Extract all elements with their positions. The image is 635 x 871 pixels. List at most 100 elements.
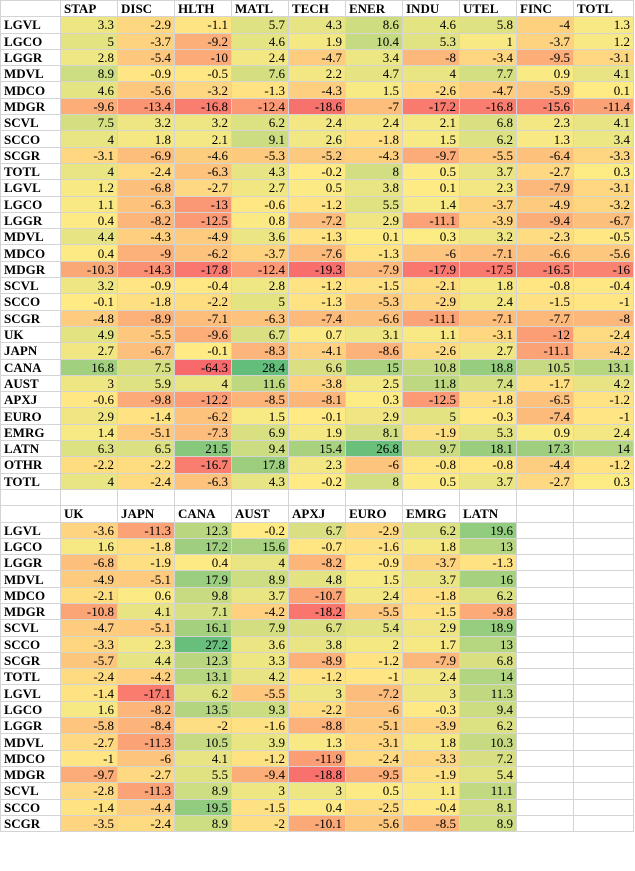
data-cell[interactable]: -9.8 [459, 602, 517, 621]
data-cell[interactable]: -11.3 [117, 782, 175, 800]
data-cell[interactable]: 14 [573, 440, 634, 458]
data-cell[interactable]: -7.9 [402, 651, 460, 670]
data-cell[interactable]: -7.2 [345, 684, 403, 702]
data-cell[interactable]: 11.3 [459, 684, 517, 702]
data-cell[interactable]: -1 [60, 749, 118, 767]
data-cell[interactable]: -0.3 [459, 407, 517, 425]
data-cell[interactable]: 4.7 [345, 65, 403, 83]
data-cell[interactable]: -3.9 [402, 717, 460, 735]
empty-cell[interactable] [573, 749, 634, 767]
data-cell[interactable]: -7.1 [459, 244, 517, 262]
data-cell[interactable]: -2.5 [345, 798, 403, 816]
data-cell[interactable]: 1 [459, 32, 517, 50]
data-cell[interactable]: 27.2 [174, 635, 232, 653]
column-header-latn[interactable]: LATN [459, 505, 517, 523]
data-cell[interactable]: -4.7 [288, 48, 346, 67]
data-cell[interactable]: -4 [516, 16, 574, 34]
data-cell[interactable]: 2.4 [288, 114, 346, 132]
row-header-aust[interactable]: AUST [0, 374, 61, 393]
data-cell[interactable]: -6.9 [117, 146, 175, 164]
data-cell[interactable]: 12.3 [174, 651, 232, 670]
data-cell[interactable]: 0.1 [573, 81, 634, 99]
data-cell[interactable]: -7.9 [516, 179, 574, 197]
data-cell[interactable]: -8.1 [288, 391, 346, 409]
row-header-lgco[interactable]: LGCO [0, 195, 61, 213]
empty-cell[interactable] [573, 700, 634, 719]
data-cell[interactable]: -2.4 [117, 814, 175, 833]
data-cell[interactable]: -9.4 [231, 765, 289, 784]
data-cell[interactable]: 8 [345, 162, 403, 181]
data-cell[interactable]: 3.2 [117, 114, 175, 132]
row-header-scgr[interactable]: SCGR [0, 651, 61, 670]
data-cell[interactable]: 4.4 [117, 651, 175, 670]
data-cell[interactable]: -3.1 [345, 733, 403, 751]
data-cell[interactable]: -8.4 [117, 717, 175, 735]
data-cell[interactable]: -6.3 [174, 162, 232, 181]
data-cell[interactable]: 1.8 [117, 130, 175, 148]
empty-cell[interactable] [573, 554, 634, 572]
data-cell[interactable]: 2.4 [573, 423, 634, 442]
data-cell[interactable]: -3.8 [288, 374, 346, 393]
data-cell[interactable]: -13 [174, 195, 232, 213]
data-cell[interactable]: -7.9 [345, 260, 403, 279]
data-cell[interactable]: 19.6 [459, 521, 517, 539]
empty-cell[interactable] [573, 782, 634, 800]
data-cell[interactable]: 4.1 [573, 114, 634, 132]
empty-cell[interactable] [345, 488, 403, 507]
data-cell[interactable]: 19.5 [174, 798, 232, 816]
data-cell[interactable]: 3.6 [231, 228, 289, 246]
data-cell[interactable]: -4.7 [60, 619, 118, 637]
data-cell[interactable]: -1.6 [345, 537, 403, 556]
data-cell[interactable]: 2.2 [288, 65, 346, 83]
data-cell[interactable]: 4 [60, 162, 118, 181]
data-cell[interactable]: 2.4 [231, 48, 289, 67]
row-header-scvl[interactable]: SCVL [0, 114, 61, 132]
data-cell[interactable]: 4.6 [231, 32, 289, 50]
data-cell[interactable]: 2.3 [459, 179, 517, 197]
empty-cell[interactable] [516, 733, 574, 751]
data-cell[interactable]: -6 [117, 749, 175, 767]
data-cell[interactable]: -9 [117, 244, 175, 262]
data-cell[interactable]: -0.4 [174, 277, 232, 295]
data-cell[interactable]: -1.4 [60, 798, 118, 816]
data-cell[interactable]: -2.7 [60, 733, 118, 751]
data-cell[interactable]: 1.9 [288, 32, 346, 50]
data-cell[interactable]: 0.9 [516, 423, 574, 442]
data-cell[interactable]: -7.3 [174, 423, 232, 442]
data-cell[interactable]: -2.4 [573, 325, 634, 344]
data-cell[interactable]: -4.4 [117, 798, 175, 816]
data-cell[interactable]: 16.1 [174, 619, 232, 637]
data-cell[interactable]: -3.2 [573, 195, 634, 213]
data-cell[interactable]: -1.7 [516, 374, 574, 393]
data-cell[interactable]: -1.2 [345, 651, 403, 670]
data-cell[interactable]: 4.6 [60, 81, 118, 99]
data-cell[interactable]: 3.7 [459, 162, 517, 181]
data-cell[interactable]: 4 [174, 374, 232, 393]
data-cell[interactable]: 7.6 [231, 65, 289, 83]
data-cell[interactable]: -3.3 [60, 635, 118, 653]
data-cell[interactable]: -2.4 [345, 749, 403, 767]
row-header-scgr[interactable]: SCGR [0, 146, 61, 164]
data-cell[interactable]: 8.9 [60, 65, 118, 83]
data-cell[interactable]: -10.3 [60, 260, 118, 279]
data-cell[interactable]: -4.3 [345, 146, 403, 164]
data-cell[interactable]: -2.7 [516, 162, 574, 181]
data-cell[interactable]: 16 [459, 570, 517, 588]
data-cell[interactable]: 3.7 [402, 570, 460, 588]
data-cell[interactable]: 5 [402, 407, 460, 425]
data-cell[interactable]: -6.6 [345, 309, 403, 327]
data-cell[interactable]: 3.1 [345, 325, 403, 344]
data-cell[interactable]: 0.7 [288, 325, 346, 344]
empty-cell[interactable] [516, 749, 574, 767]
data-cell[interactable]: 9.3 [231, 700, 289, 719]
data-cell[interactable]: 3 [402, 684, 460, 702]
data-cell[interactable]: -6 [345, 700, 403, 719]
row-header-mdco[interactable]: MDCO [0, 749, 61, 767]
data-cell[interactable]: 1.5 [402, 130, 460, 148]
empty-cell[interactable] [573, 814, 634, 833]
row-header-mdgr[interactable]: MDGR [0, 260, 61, 279]
data-cell[interactable]: 5.9 [117, 374, 175, 393]
data-cell[interactable]: -3.7 [516, 32, 574, 50]
empty-cell[interactable] [573, 717, 634, 735]
data-cell[interactable]: 2.9 [402, 619, 460, 637]
